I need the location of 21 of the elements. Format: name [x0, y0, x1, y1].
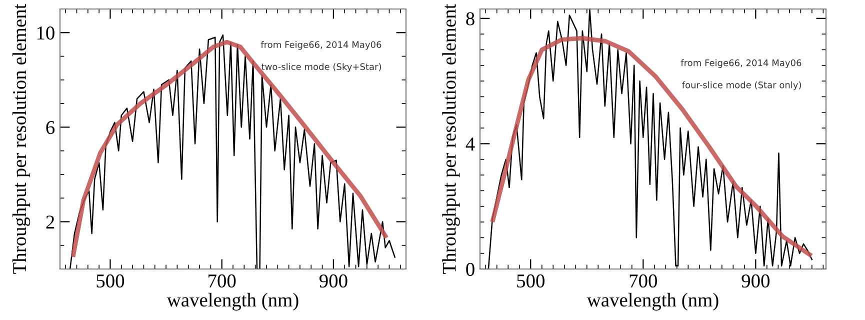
y-tick-label: 6: [46, 121, 55, 134]
x-tick-label: 900: [742, 274, 770, 288]
y-axis-title: Throughput per resolution element: [442, 4, 460, 274]
y-tick-label: 8: [466, 12, 474, 26]
y-tick-label: 0: [466, 262, 474, 276]
annotation: from Feige66, 2014 May06: [680, 59, 802, 68]
x-tick-label: 500: [96, 274, 124, 288]
annotation: four-slice mode (Star only): [682, 81, 802, 90]
x-tick-label: 700: [630, 274, 657, 288]
x-tick-label: 700: [208, 274, 236, 288]
annotation: two-slice mode (Sky+Star): [261, 63, 382, 72]
x-axis-title: wavelength (nm): [166, 292, 298, 311]
y-tick-label: 2: [46, 216, 54, 228]
x-tick-label: 500: [517, 274, 544, 288]
annotation: from Feige66, 2014 May06: [260, 41, 382, 50]
x-tick-label: 900: [319, 274, 348, 288]
line-series: [490, 36, 812, 257]
y-tick-label: 10: [37, 26, 54, 40]
x-axis-title: wavelength (nm): [586, 292, 718, 311]
y-tick-label: 4: [466, 138, 475, 150]
y-axis-title: Throughput per resolution element: [12, 4, 30, 274]
